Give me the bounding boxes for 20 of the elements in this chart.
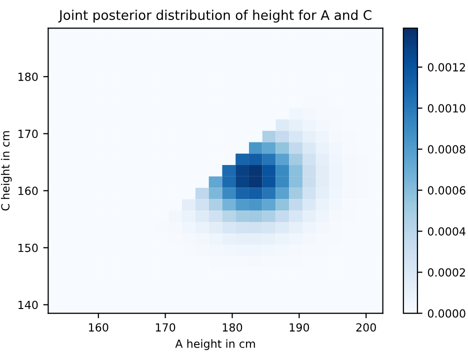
x-tick-label: 160 [89,323,108,332]
y-tick-label: 160 [18,186,38,196]
color-bar-label: 0.0010 [428,104,466,113]
chart-title: Joint posterior distribution of height for A and C [58,10,372,23]
x-tick-label: 190 [290,323,310,332]
color-bar-label: 0.0006 [428,186,466,195]
color-bar-label: 0.0004 [428,227,466,236]
color-bar-label: 0.0012 [428,63,465,72]
y-tick-label: 180 [18,72,38,82]
x-tick-label: 180 [222,323,242,332]
color-bar-label: 0.0008 [428,145,466,154]
x-tick-label: 170 [156,323,176,332]
color-bar-label: 0.0002 [428,268,465,277]
x-axis-title: A height in cm [175,339,255,350]
color-bar-label: 0.0000 [428,309,466,318]
y-tick-label: 150 [18,244,38,252]
y-tick-label: 140 [18,300,38,310]
y-axis-title: C height in cm [0,131,12,211]
y-tick-label: 170 [18,130,38,138]
x-tick-label: 200 [356,323,376,332]
